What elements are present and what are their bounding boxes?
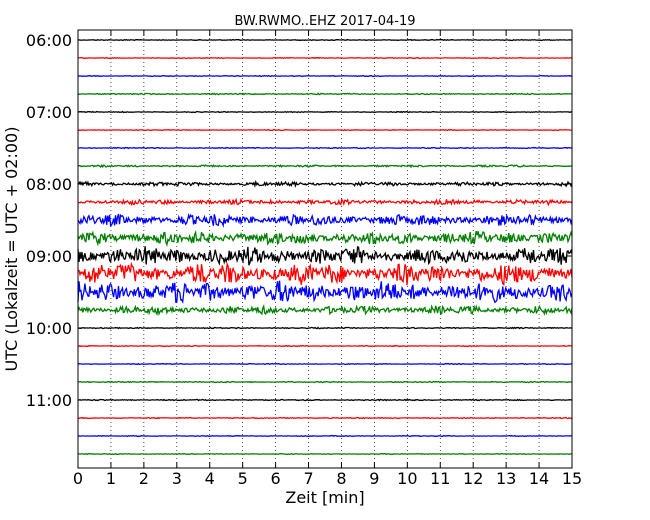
x-tick-label: 5: [238, 469, 248, 488]
seismic-traces: [77, 38, 573, 456]
x-tick-label: 15: [562, 469, 582, 488]
trace-0830: [77, 212, 573, 228]
y-tick-label: 07:00: [26, 103, 72, 122]
plot-frame: [77, 29, 573, 469]
x-tick-label: 3: [172, 469, 182, 488]
trace-0800: [77, 179, 573, 188]
trace-0900: [77, 245, 573, 266]
trace-1045: [77, 380, 573, 384]
x-tick-label: 10: [397, 469, 417, 488]
trace-0645: [77, 92, 573, 96]
x-tick-label: 11: [430, 469, 450, 488]
x-tick-label: 14: [529, 469, 549, 488]
trace-1115: [78, 416, 573, 420]
trace-0630: [78, 74, 573, 78]
chart-title: BW.RWMO..EHZ 2017-04-19: [234, 14, 415, 29]
trace-1130: [77, 434, 573, 438]
y-axis-label: UTC (Lokalzeit = UTC + 02:00): [2, 127, 21, 372]
x-tick-label: 7: [303, 469, 313, 488]
x-tick-label: 8: [336, 469, 346, 488]
trace-1015: [77, 344, 573, 348]
y-tick-label: 11:00: [26, 391, 72, 410]
trace-0945: [77, 303, 573, 317]
y-axis-ticks: 06:00 07:00 08:00 09:00 10:00 11:00: [26, 31, 572, 410]
y-tick-label: 06:00: [26, 31, 72, 50]
x-tick-label: 4: [205, 469, 215, 488]
trace-0845: [77, 230, 573, 247]
trace-0745: [77, 163, 573, 169]
trace-1030: [77, 362, 572, 366]
x-axis-label: Zeit [min]: [285, 488, 364, 507]
trace-0615: [77, 56, 573, 60]
x-tick-label: 2: [139, 469, 149, 488]
trace-0915: [77, 261, 573, 286]
trace-1000: [77, 326, 573, 330]
x-tick-label: 1: [106, 469, 116, 488]
x-tick-label: 13: [496, 469, 516, 488]
y-tick-label: 10:00: [26, 319, 72, 338]
trace-0600: [77, 38, 573, 42]
trace-0700: [77, 110, 573, 114]
trace-0930: [77, 280, 573, 305]
trace-0715: [77, 128, 573, 132]
trace-0815: [77, 197, 573, 207]
trace-1100: [78, 398, 573, 402]
trace-0730: [77, 146, 573, 150]
y-tick-label: 09:00: [26, 247, 72, 266]
x-tick-label: 12: [463, 469, 483, 488]
gridlines: [110, 30, 540, 468]
x-tick-label: 6: [271, 469, 281, 488]
trace-1145: [77, 452, 572, 456]
x-tick-label: 9: [369, 469, 379, 488]
x-axis-ticks: 0 1 2 3 4 5 6 7 8 9 10 11 12 13 14 15: [73, 30, 582, 488]
x-tick-label: 0: [73, 469, 83, 488]
y-tick-label: 08:00: [26, 175, 72, 194]
